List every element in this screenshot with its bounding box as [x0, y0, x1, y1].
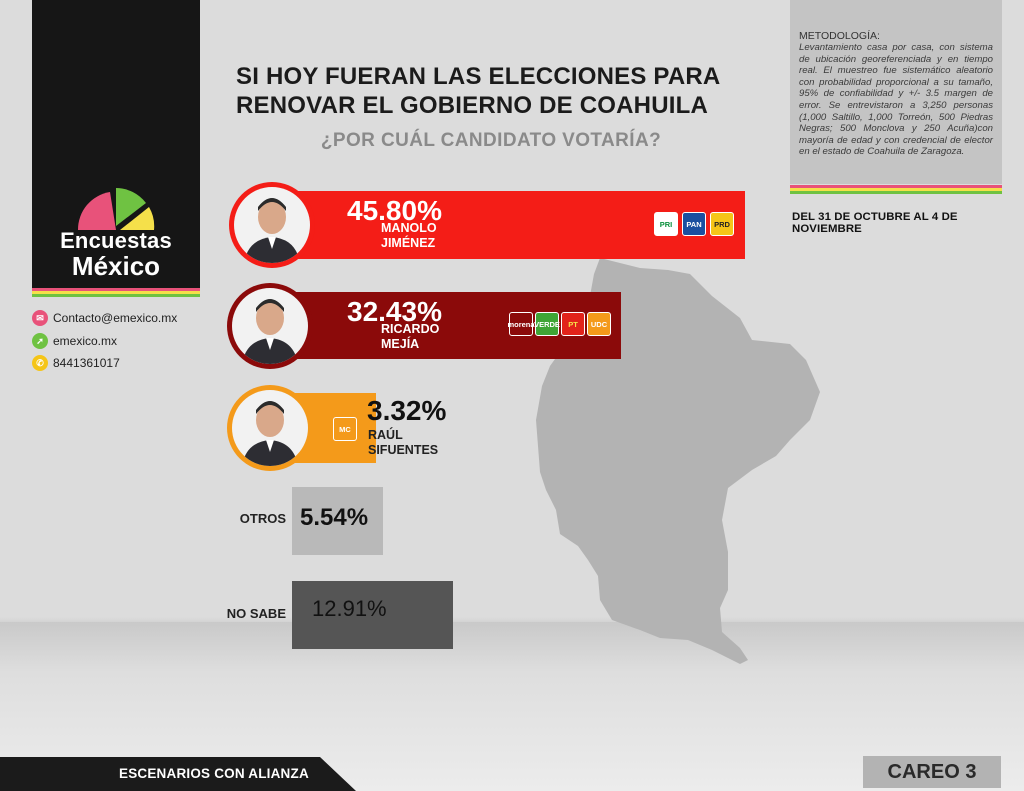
candidate-name-line2: JIMÉNEZ: [381, 236, 436, 250]
candidate-photo-1: [234, 187, 310, 263]
candidate-name-2: RICARDO MEJÍA: [381, 322, 439, 352]
party-logo-udc: UDC: [587, 312, 611, 336]
category-label-5: NO SABE: [226, 606, 286, 621]
party-logo-mc: MC: [333, 417, 357, 441]
value-label-1: 45.80%: [347, 195, 442, 226]
contact-email-text: Contacto@emexico.mx: [53, 311, 178, 325]
footer-left-text: ESCENARIOS CON ALIANZA: [119, 766, 309, 781]
value-label-4: 5.54%: [300, 504, 369, 531]
footer-right-badge: CAREO 3: [863, 756, 1001, 788]
party-logo-verde: VERDE: [534, 312, 560, 336]
candidate-photo-2: [232, 287, 308, 364]
bar-5: [292, 581, 453, 649]
title-line1: SI HOY FUERAN LAS ELECCIONES PARA: [236, 63, 721, 90]
candidate-name-1: MANOLO JIMÉNEZ: [381, 221, 437, 251]
phone-icon: ✆: [32, 355, 48, 371]
methodology-stripes: [790, 185, 1002, 194]
methodology-body: Levantamiento casa por casa, con sistema…: [799, 42, 993, 158]
party-logo-morena: morena: [507, 312, 535, 336]
candidate-name-line1: RAÚL: [368, 428, 403, 442]
candidate-name-3: RAÚL SIFUENTES: [368, 428, 438, 458]
party-logo-pt: PT: [561, 312, 585, 336]
brand-panel: Encuestas México: [32, 0, 200, 288]
methodology-heading: METODOLOGÍA:: [799, 30, 880, 42]
party-logo-pri: PRI: [654, 212, 678, 236]
party-logo-prd: PRD: [710, 212, 734, 236]
title-line2: RENOVAR EL GOBIERNO DE COAHUILA: [236, 92, 709, 119]
value-label-5: 12.91%: [312, 596, 387, 621]
candidate-name-line2: SIFUENTES: [368, 443, 439, 457]
category-label-4: OTROS: [239, 511, 286, 526]
candidate-name-line1: RICARDO: [381, 322, 440, 336]
page-subtitle: ¿POR CUÁL CANDIDATO VOTARÍA?: [320, 130, 662, 151]
page-title: SI HOY FUERAN LAS ELECCIONES PARA RENOVA…: [236, 62, 796, 120]
envelope-icon: ✉: [32, 310, 48, 326]
value-label-2: 32.43%: [347, 296, 442, 327]
candidate-photo-3: [232, 390, 308, 466]
contact-phone-text: 8441361017: [53, 356, 120, 370]
value-label-3: 3.32%: [367, 395, 447, 426]
footer-left-banner: [0, 757, 356, 791]
candidate-name-line2: MEJÍA: [381, 337, 420, 351]
contact-website[interactable]: ➚ emexico.mx: [32, 333, 117, 349]
brand-name-line2: México: [71, 251, 161, 281]
date-range: DEL 31 DE OCTUBRE AL 4 DE NOVIEMBRE: [792, 211, 958, 235]
contact-email[interactable]: ✉ Contacto@emexico.mx: [32, 310, 177, 326]
contact-website-text: emexico.mx: [53, 334, 118, 348]
methodology-box: METODOLOGÍA: Levantamiento casa por casa…: [790, 0, 1002, 184]
cursor-icon: ➚: [32, 333, 48, 349]
brand-stripes: [32, 288, 200, 297]
candidate-name-line1: MANOLO: [381, 221, 437, 235]
party-logo-pan: PAN: [682, 212, 706, 236]
bar-4: [292, 487, 383, 555]
pie-logo-icon: [77, 188, 155, 230]
contact-phone[interactable]: ✆ 8441361017: [32, 355, 120, 371]
brand-name-line1: Encuestas: [60, 228, 172, 253]
